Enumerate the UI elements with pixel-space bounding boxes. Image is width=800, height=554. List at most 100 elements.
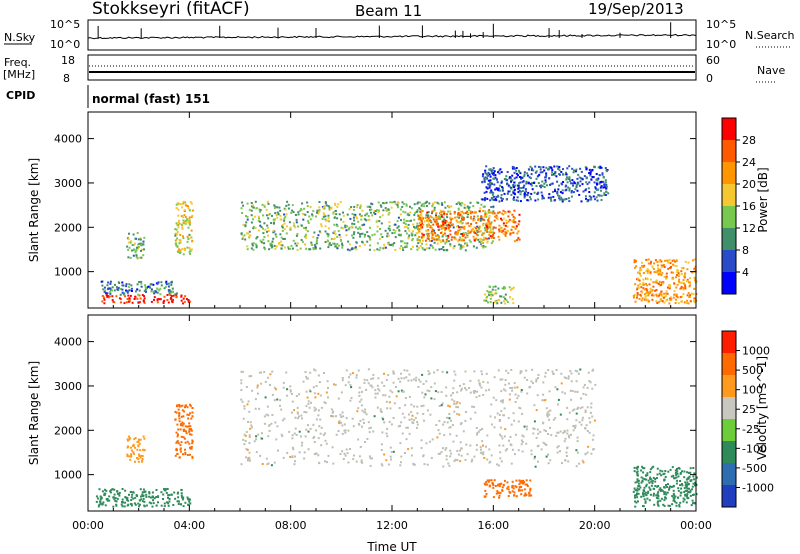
heatmap-cell	[448, 413, 451, 415]
heatmap-cell	[383, 246, 386, 249]
heatmap-cell	[323, 205, 326, 208]
heatmap-cell	[129, 458, 132, 461]
heatmap-cell	[606, 169, 609, 171]
heatmap-cell	[324, 432, 326, 435]
heatmap-cell	[667, 483, 669, 486]
heatmap-cell	[486, 226, 489, 229]
heatmap-cell	[354, 213, 357, 216]
heatmap-cell	[663, 491, 666, 494]
heatmap-cell	[588, 195, 591, 198]
heatmap-cell	[473, 238, 476, 241]
heatmap-cell	[682, 287, 685, 289]
heatmap-cell	[426, 219, 429, 222]
heatmap-cell	[526, 194, 529, 197]
heatmap-cell	[188, 428, 191, 431]
heatmap-cell	[113, 301, 116, 304]
heatmap-cell	[417, 228, 420, 231]
heatmap-cell	[531, 188, 534, 191]
heatmap-cell	[500, 217, 502, 220]
heatmap-cell	[469, 201, 472, 204]
heatmap-cell	[668, 287, 671, 290]
heatmap-cell	[526, 483, 529, 486]
heatmap-cell	[381, 236, 384, 238]
heatmap-cell	[561, 183, 564, 186]
heatmap-cell	[482, 222, 485, 225]
heatmap-cell	[445, 220, 448, 223]
heatmap-cell	[394, 229, 397, 232]
heatmap-cell	[502, 230, 505, 232]
heatmap-cell	[511, 298, 514, 301]
heatmap-cell	[633, 466, 636, 469]
heatmap-cell	[686, 294, 689, 297]
heatmap-cell	[369, 211, 372, 214]
heatmap-cell	[410, 418, 413, 421]
heatmap-cell	[405, 225, 408, 228]
heatmap-cell	[181, 227, 184, 230]
heatmap-cell	[461, 233, 464, 236]
heatmap-cell	[136, 257, 139, 260]
heatmap-cell	[298, 451, 301, 454]
heatmap-cell	[562, 173, 565, 176]
heatmap-cell	[184, 451, 187, 454]
heatmap-cell	[487, 480, 490, 483]
heatmap-cell	[241, 370, 244, 373]
heatmap-cell	[342, 211, 344, 214]
heatmap-cell	[569, 180, 572, 183]
heatmap-cell	[190, 428, 192, 431]
heatmap-cell	[581, 416, 584, 419]
heatmap-cell	[349, 448, 351, 450]
heatmap-cell	[535, 380, 538, 383]
heatmap-cell	[548, 390, 551, 393]
heatmap-cell	[688, 295, 691, 298]
heatmap-cell	[263, 422, 266, 425]
heatmap-cell	[533, 428, 536, 430]
heatmap-cell	[184, 441, 187, 444]
heatmap-cell	[143, 504, 146, 507]
heatmap-cell	[177, 503, 180, 505]
heatmap-cell	[361, 390, 363, 393]
heatmap-cell	[240, 463, 243, 466]
heatmap-cell	[295, 395, 298, 397]
heatmap-cell	[303, 227, 306, 229]
heatmap-cell	[381, 431, 384, 434]
heatmap-cell	[566, 406, 569, 409]
heatmap-cell	[486, 223, 489, 226]
heatmap-cell	[504, 231, 507, 233]
heatmap-cell	[118, 282, 121, 284]
heatmap-cell	[137, 502, 140, 505]
heatmap-cell	[502, 300, 505, 303]
heatmap-cell	[446, 216, 449, 219]
heatmap-cell	[663, 493, 666, 496]
heatmap-cell	[135, 255, 138, 258]
heatmap-cell	[301, 441, 304, 444]
heatmap-cell	[532, 432, 535, 435]
heatmap-cell	[569, 389, 572, 392]
heatmap-cell	[419, 223, 422, 226]
heatmap-cell	[157, 501, 159, 504]
heatmap-cell	[101, 502, 104, 505]
heatmap-cell	[138, 499, 141, 502]
heatmap-cell	[108, 295, 111, 298]
heatmap-cell	[565, 455, 568, 457]
heatmap-cell	[488, 484, 491, 487]
heatmap-cell	[472, 245, 475, 248]
heatmap-cell	[323, 213, 326, 216]
heatmap-cell	[309, 371, 312, 374]
heatmap-cell	[638, 484, 641, 487]
heatmap-cell	[334, 204, 337, 206]
heatmap-cell	[638, 488, 641, 491]
heatmap-cell	[182, 297, 185, 300]
heatmap-cell	[164, 488, 167, 491]
heatmap-cell	[155, 291, 158, 294]
heatmap-cell	[450, 205, 453, 208]
heatmap-cell	[461, 215, 464, 218]
heatmap-cell	[484, 176, 487, 179]
heatmap-cell	[637, 277, 639, 280]
heatmap-cell	[545, 166, 548, 169]
heatmap-cell	[663, 301, 666, 304]
heatmap-cell	[490, 294, 493, 297]
heatmap-cell	[415, 426, 418, 429]
heatmap-cell	[188, 247, 191, 250]
heatmap-cell	[689, 300, 692, 303]
heatmap-cell	[691, 499, 694, 502]
